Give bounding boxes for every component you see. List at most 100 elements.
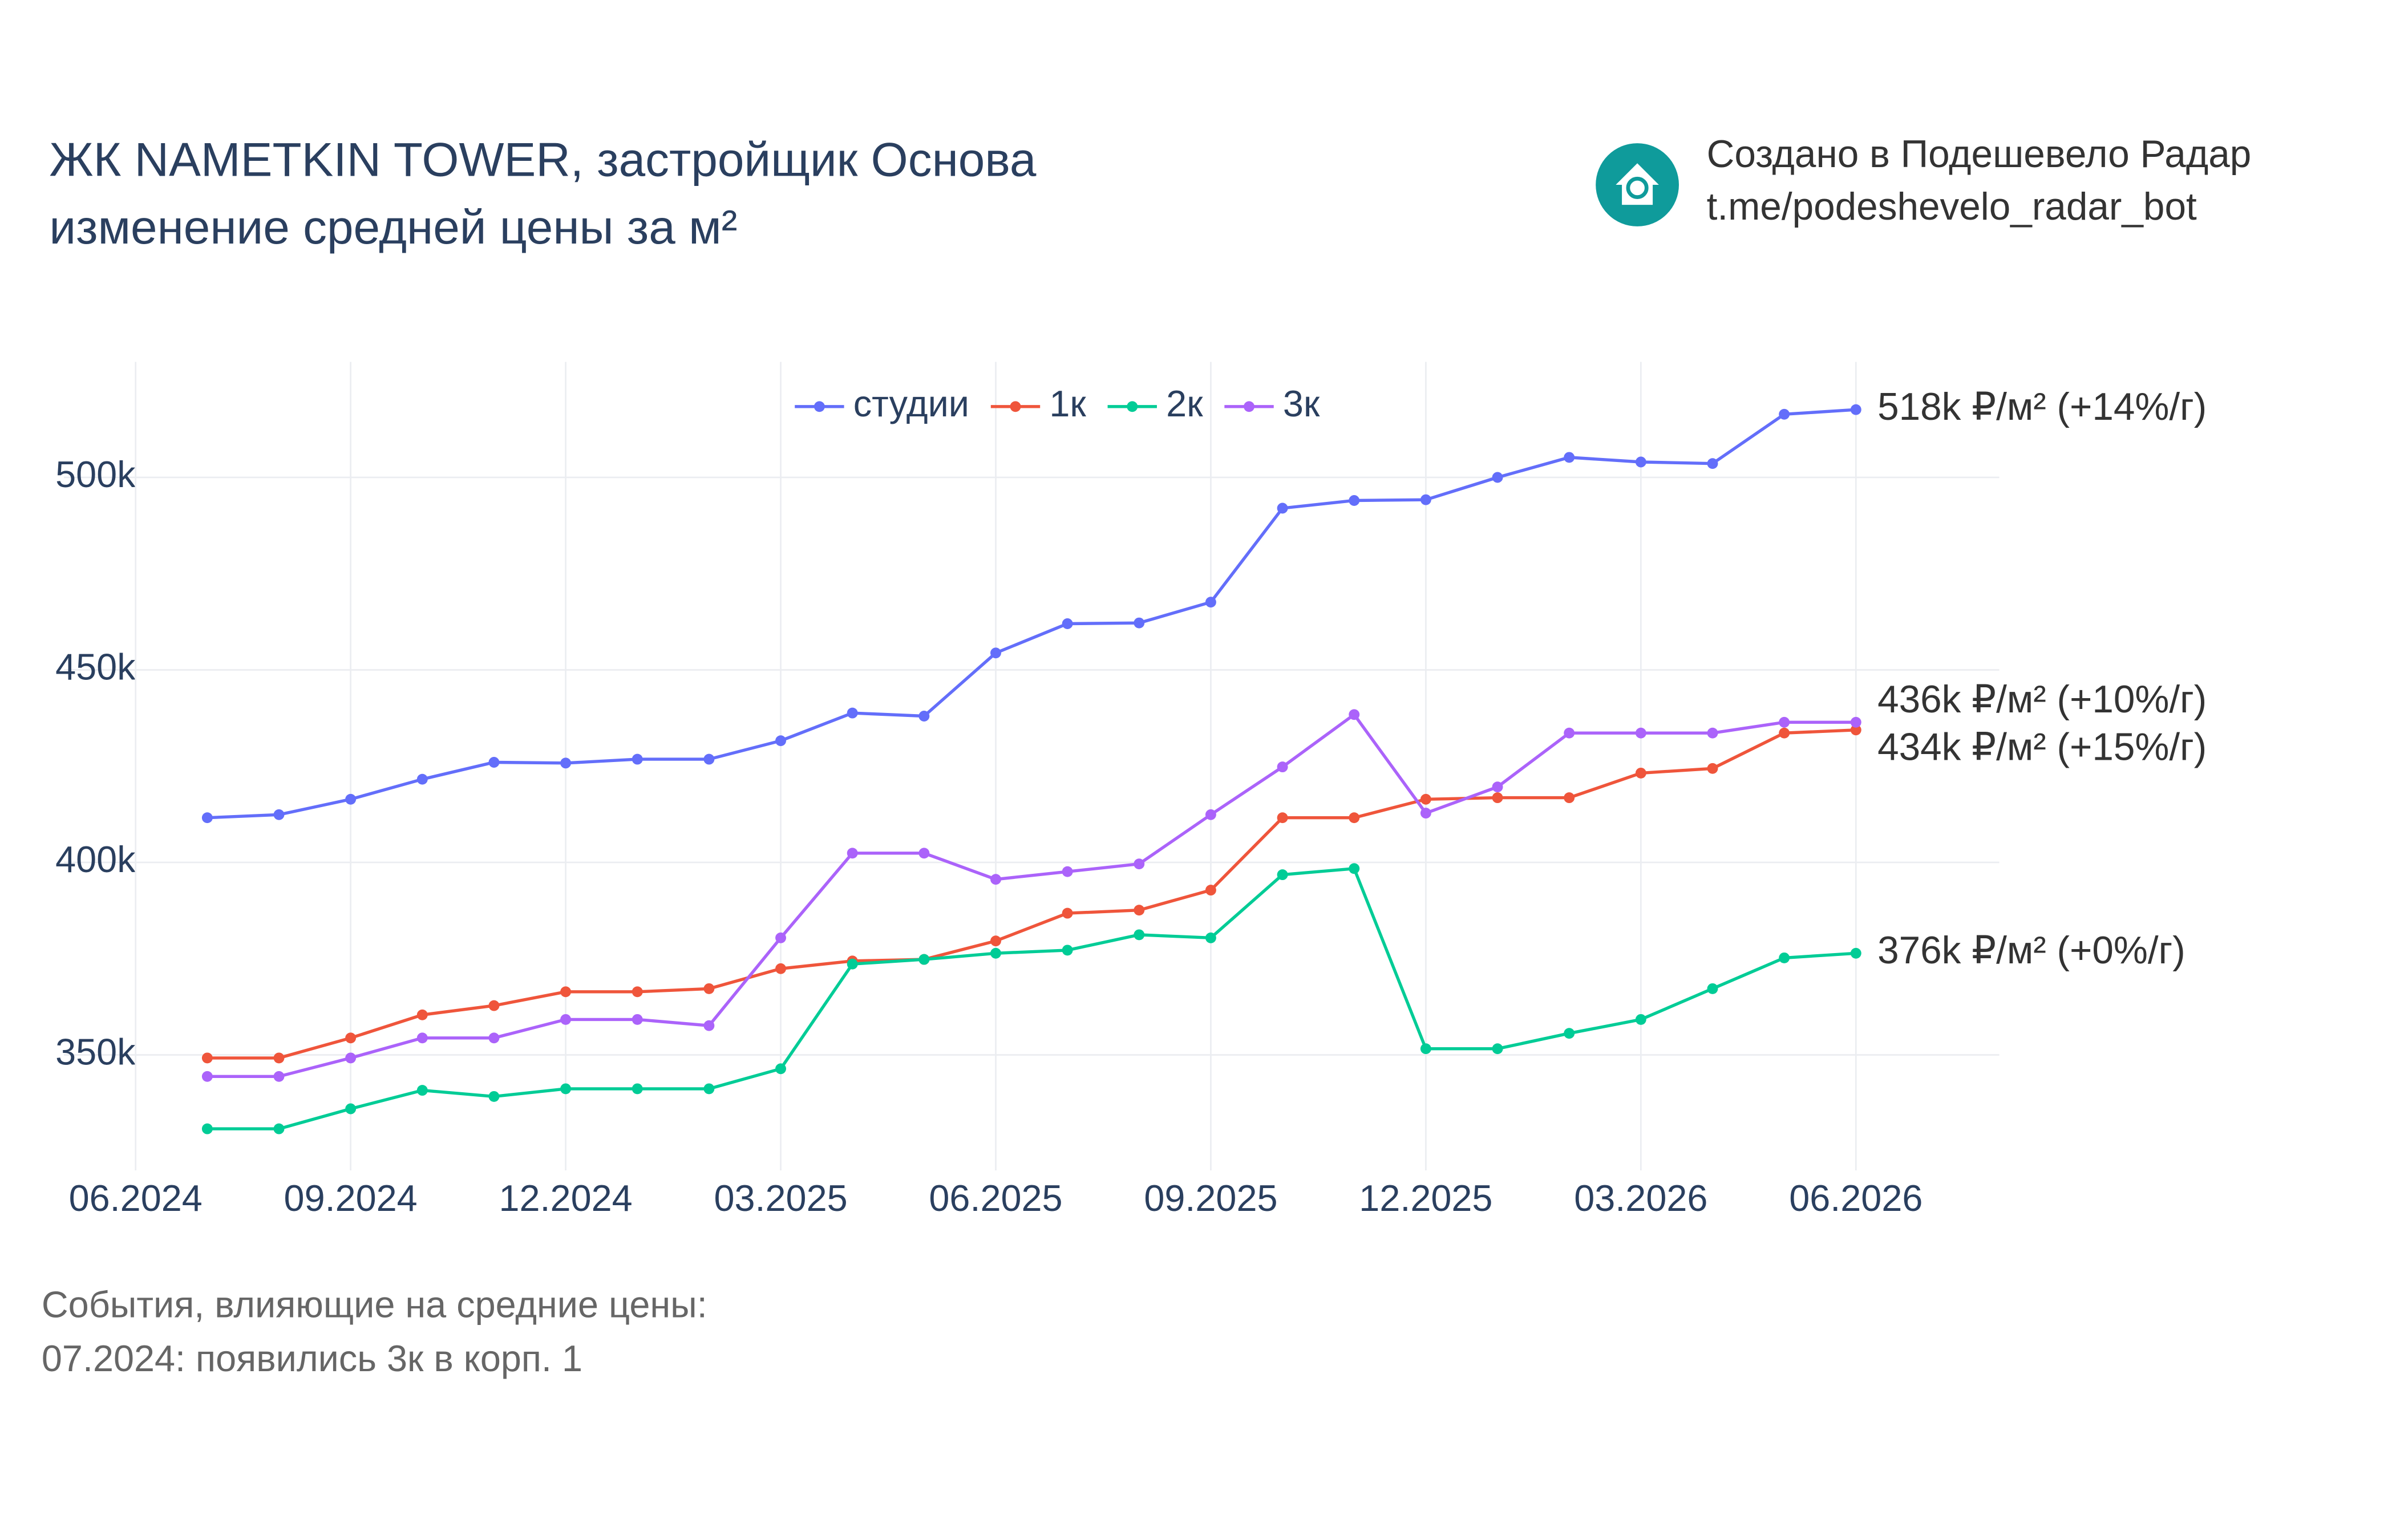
data-point xyxy=(1779,952,1790,963)
data-point xyxy=(1134,858,1145,870)
data-point xyxy=(416,1085,428,1096)
data-point xyxy=(1420,1043,1431,1055)
series-line xyxy=(207,408,1856,820)
data-point xyxy=(1635,727,1646,739)
data-point xyxy=(1707,727,1718,739)
x-tick-label: 06.2026 xyxy=(1789,1177,1923,1219)
data-point xyxy=(345,793,357,805)
data-point xyxy=(703,753,715,765)
data-point xyxy=(273,1071,285,1082)
end-label: 436k ₽/м² (+10%/г) xyxy=(1877,678,2207,721)
data-point xyxy=(1277,812,1288,824)
data-point xyxy=(345,1052,357,1064)
data-point xyxy=(703,1083,715,1095)
data-point xyxy=(1420,808,1431,819)
data-point xyxy=(1707,983,1718,994)
note: События, влияющие на средние цены: xyxy=(42,1283,707,1325)
data-point xyxy=(1205,885,1216,896)
end-label: 518k ₽/м² (+14%/г) xyxy=(1877,386,2207,428)
data-point xyxy=(1062,945,1073,956)
series-line xyxy=(207,712,1856,1078)
data-point xyxy=(1850,947,1861,959)
y-tick-label: 350k xyxy=(55,1031,136,1073)
data-point xyxy=(201,1052,213,1064)
data-point xyxy=(1635,456,1646,468)
data-point xyxy=(632,1083,643,1095)
chart-subtitle: изменение средней цены за м² xyxy=(49,200,737,254)
legend-label: 2к xyxy=(1166,383,1203,424)
data-point xyxy=(560,1014,572,1025)
end-label: 434k ₽/м² (+15%/г) xyxy=(1877,726,2207,769)
data-point xyxy=(990,647,1001,659)
data-point xyxy=(1779,716,1790,728)
data-point xyxy=(560,986,572,998)
data-point xyxy=(1277,502,1288,514)
legend-label: студии xyxy=(853,383,969,424)
data-point xyxy=(345,1103,357,1115)
data-point xyxy=(918,848,930,859)
data-point xyxy=(1062,618,1073,629)
note: 07.2024: появились 3к в корп. 1 xyxy=(42,1338,582,1379)
data-point xyxy=(1850,716,1861,728)
data-point xyxy=(775,1063,786,1075)
legend-marker xyxy=(1127,401,1138,412)
legend-marker xyxy=(1244,401,1254,412)
data-point xyxy=(1492,781,1503,793)
end-label: 376k ₽/м² (+0%/г) xyxy=(1877,929,2185,972)
data-point xyxy=(1062,907,1073,919)
data-point xyxy=(775,932,786,943)
legend-marker xyxy=(813,401,825,412)
data-point xyxy=(1205,809,1216,820)
data-point xyxy=(560,1083,572,1095)
series-line xyxy=(207,866,1856,1130)
data-point xyxy=(1850,724,1861,736)
x-tick-label: 12.2024 xyxy=(499,1177,633,1219)
data-point xyxy=(1205,932,1216,943)
data-point xyxy=(488,1032,500,1044)
data-point xyxy=(1492,1043,1503,1055)
data-point xyxy=(703,1020,715,1031)
x-tick-label: 03.2026 xyxy=(1574,1177,1707,1219)
data-point xyxy=(1277,761,1288,773)
data-point xyxy=(1564,727,1575,739)
data-point xyxy=(1349,495,1360,506)
data-point xyxy=(416,773,428,785)
legend-label: 1к xyxy=(1049,383,1086,424)
data-point xyxy=(990,874,1001,885)
data-point xyxy=(1779,727,1790,739)
data-point xyxy=(918,711,930,722)
data-point xyxy=(1134,929,1145,941)
data-point xyxy=(1635,1014,1646,1025)
y-tick-label: 450k xyxy=(55,646,136,688)
data-point xyxy=(632,1014,643,1025)
data-point xyxy=(1349,709,1360,720)
credit-link: t.me/podeshevelo_radar_bot xyxy=(1707,185,2197,228)
data-point xyxy=(1850,404,1861,415)
y-tick-label: 500k xyxy=(55,453,136,495)
data-point xyxy=(1635,767,1646,779)
data-point xyxy=(273,809,285,820)
data-point xyxy=(1349,812,1360,824)
data-point xyxy=(1134,617,1145,629)
x-tick-label: 09.2025 xyxy=(1144,1177,1277,1219)
data-point xyxy=(1779,408,1790,420)
data-point xyxy=(990,935,1001,947)
data-point xyxy=(1420,494,1431,505)
x-tick-label: 06.2025 xyxy=(929,1177,1062,1219)
data-point xyxy=(1205,597,1216,608)
y-tick-label: 400k xyxy=(55,838,136,880)
data-point xyxy=(1564,1028,1575,1039)
x-tick-label: 09.2024 xyxy=(284,1177,418,1219)
data-point xyxy=(1134,905,1145,916)
data-point xyxy=(201,812,213,824)
data-point xyxy=(345,1032,357,1044)
data-point xyxy=(990,947,1001,959)
data-point xyxy=(201,1123,213,1134)
data-point xyxy=(1277,869,1288,881)
legend-label: 3к xyxy=(1283,383,1320,424)
data-point xyxy=(775,963,786,974)
logo xyxy=(1596,143,1679,226)
series-line xyxy=(207,728,1856,1060)
